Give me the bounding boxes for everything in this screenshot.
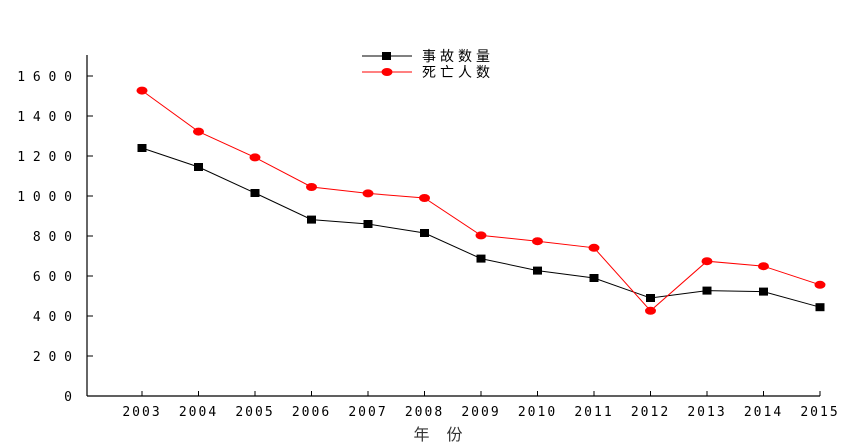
x-tick-label: 2008 (405, 405, 444, 420)
x-tick-label: 2007 (348, 405, 387, 420)
data-point (814, 280, 826, 289)
data-point (136, 86, 148, 95)
data-point (533, 266, 542, 275)
x-tick-label: 2015 (800, 405, 839, 420)
data-point (419, 194, 430, 202)
data-point (759, 287, 768, 296)
y-tick-label: 8 0 0 (33, 230, 72, 245)
data-point (588, 243, 600, 252)
x-tick-label: 2006 (292, 405, 331, 420)
x-tick-label: 2009 (461, 405, 500, 420)
y-tick-label: 4 0 0 (33, 310, 72, 325)
legend-item: 死亡人数 (362, 65, 494, 81)
data-point (701, 257, 713, 266)
x-axis-label: 年 份 (413, 425, 468, 444)
data-point (249, 153, 261, 162)
y-tick-labels: 0 2 0 0 4 0 0 6 0 0 8 0 0 1 0 0 0 1 2 0 0 1 4 0… (17, 70, 72, 405)
legend-label: 事故数量 (422, 49, 494, 65)
y-tick-label: 1 2 0 0 (17, 150, 72, 165)
data-point (589, 274, 599, 282)
data-point (193, 127, 204, 136)
y-tick-label: 2 0 0 (33, 350, 72, 365)
y-tick-label: 1 0 0 0 (17, 190, 72, 205)
data-point (307, 215, 316, 224)
data-point (758, 262, 769, 271)
data-point (475, 231, 487, 240)
data-point (362, 189, 374, 198)
data-point (194, 163, 203, 171)
x-tick-label: 2003 (122, 405, 161, 420)
x-tick-label: 2013 (687, 405, 726, 420)
legend-item: 事故数量 (362, 49, 494, 65)
legend-marker (382, 52, 391, 60)
data-point (702, 286, 712, 295)
y-tick-label: 1 4 0 0 (17, 110, 72, 125)
legend-label: 死亡人数 (422, 65, 494, 81)
data-point (645, 306, 656, 315)
x-tick-label: 2004 (179, 405, 218, 420)
y-tick-label: 1 6 0 0 (17, 70, 72, 85)
data-point (476, 254, 486, 263)
data-point (250, 189, 260, 197)
y-tick-label: 0 (64, 390, 72, 405)
legend-marker (381, 68, 393, 76)
data-point (363, 220, 373, 228)
data-point (420, 229, 429, 237)
x-tick-label: 2011 (574, 405, 613, 420)
series-layer (136, 86, 826, 315)
series-2 (136, 86, 826, 315)
x-tick-label: 2005 (235, 405, 274, 420)
series-line (141, 147, 821, 308)
data-point (532, 237, 543, 246)
data-point (646, 294, 655, 302)
series-1 (137, 144, 825, 312)
x-tick-label: 2012 (631, 405, 670, 420)
data-point (306, 183, 317, 191)
x-tick-label: 2010 (518, 405, 557, 420)
series-line (141, 90, 821, 312)
x-tick-label: 2014 (744, 405, 783, 420)
x-tick-labels: 2003 2004 2005 2006 2007 2008 2009 2010 2011 2012… (122, 405, 839, 420)
data-point (137, 144, 147, 152)
data-point (815, 303, 825, 312)
axes (86, 55, 821, 397)
y-tick-label: 6 0 0 (33, 270, 72, 285)
